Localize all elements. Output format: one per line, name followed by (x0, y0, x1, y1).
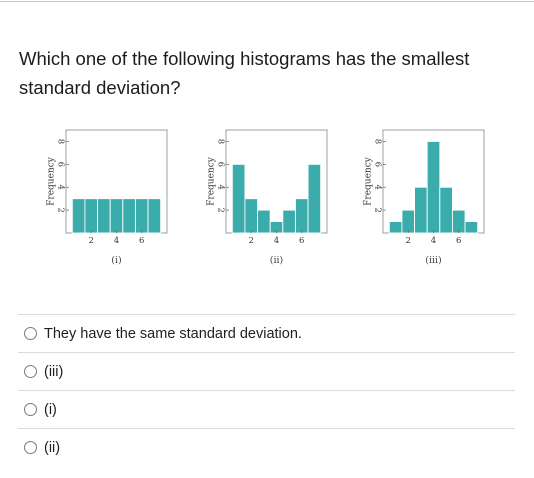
histogram-bar (109, 198, 124, 234)
y-tick-label: 4 (56, 185, 66, 190)
question-text: Which one of the following histograms ha… (19, 48, 470, 98)
y-tick-label: 2 (373, 207, 383, 212)
y-tick-label: 8 (216, 139, 226, 144)
y-tick-label: 6 (216, 162, 226, 167)
x-tick-label: 2 (249, 236, 254, 246)
y-tick-label: 8 (373, 139, 383, 144)
x-tick-label: 6 (139, 236, 144, 246)
y-axis-label: Frequency (207, 156, 217, 206)
histogram-caption: (ii) (270, 255, 284, 266)
radio-button[interactable] (24, 365, 37, 378)
histogram-bar (401, 209, 416, 234)
histogram-caption: (i) (111, 255, 121, 266)
x-tick-label: 6 (456, 236, 461, 246)
x-tick-label: 4 (274, 236, 279, 246)
histogram-bar (134, 198, 149, 234)
histogram-bar (97, 198, 111, 234)
histogram-bar (282, 209, 296, 234)
choice-i[interactable]: (i) (18, 390, 515, 428)
histogram-bar (307, 163, 322, 234)
radio-button[interactable] (24, 403, 37, 416)
histogram-bar (244, 198, 259, 234)
y-tick-label: 2 (216, 207, 226, 212)
histogram-bar (451, 209, 466, 234)
histogram-bar (84, 198, 99, 234)
choice-label: (i) (44, 401, 57, 418)
histogram-bar (426, 140, 441, 234)
y-tick-label: 4 (373, 185, 383, 190)
choice-same-std[interactable]: They have the same standard deviation. (18, 314, 515, 352)
choice-label: (ii) (44, 439, 61, 456)
choice-label: (iii) (44, 363, 64, 380)
choice-iii[interactable]: (iii) (18, 352, 515, 390)
histogram-bar (122, 198, 136, 234)
top-divider (0, 1, 534, 2)
y-axis-label: Frequency (364, 156, 374, 206)
histogram-bar (464, 221, 479, 234)
choice-ii[interactable]: (ii) (18, 428, 515, 466)
x-tick-label: 4 (431, 236, 436, 246)
histogram-bar (414, 186, 428, 234)
x-tick-label: 6 (299, 236, 304, 246)
radio-button[interactable] (24, 441, 37, 454)
y-tick-label: 2 (56, 207, 66, 212)
histogram-bar (294, 198, 309, 234)
histogram-bar (147, 198, 162, 234)
radio-button[interactable] (24, 327, 37, 340)
y-tick-label: 8 (56, 139, 66, 144)
y-tick-label: 6 (373, 162, 383, 167)
answer-choices: They have the same standard deviation. (… (18, 314, 515, 466)
histogram-bar (439, 186, 453, 234)
y-axis-label: Frequency (47, 156, 57, 206)
histogram-figure: 2 4 6 8 2 4 6 Frequency (i) 2 4 6 8 2 4 6 Frequency (ii) 2… (40, 124, 495, 284)
histogram-bar (257, 209, 271, 234)
choice-label: They have the same standard deviation. (44, 325, 302, 342)
y-tick-label: 6 (56, 162, 66, 167)
histogram-caption: (iii) (425, 255, 442, 266)
x-tick-label: 2 (89, 236, 94, 246)
histogram-bar (71, 198, 86, 234)
y-tick-label: 4 (216, 185, 226, 190)
x-tick-label: 4 (114, 236, 119, 246)
x-tick-label: 2 (406, 236, 411, 246)
histogram-bar (388, 221, 403, 234)
histogram-bar (231, 163, 246, 234)
